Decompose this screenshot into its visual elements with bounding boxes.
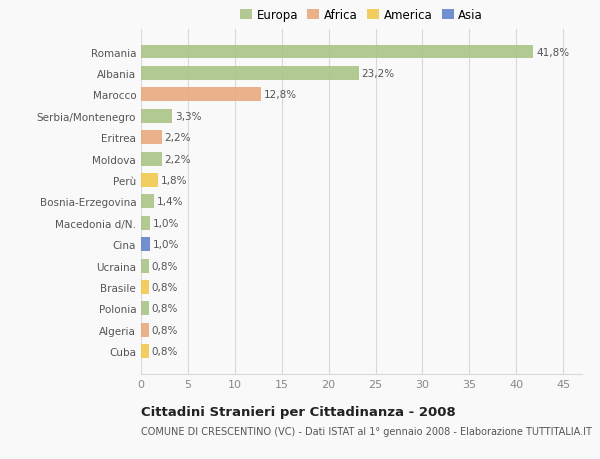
Bar [141, 323, 149, 337]
Text: 0,8%: 0,8% [151, 304, 178, 314]
Bar [141, 280, 149, 294]
Bar [141, 195, 154, 209]
Bar [141, 174, 158, 188]
Bar [141, 238, 151, 252]
Text: Cittadini Stranieri per Cittadinanza - 2008: Cittadini Stranieri per Cittadinanza - 2… [141, 405, 456, 419]
Bar [141, 345, 149, 358]
Bar [141, 152, 161, 166]
Legend: Europa, Africa, America, Asia: Europa, Africa, America, Asia [238, 6, 485, 24]
Bar [141, 88, 261, 102]
Bar [141, 110, 172, 123]
Text: 3,3%: 3,3% [175, 112, 201, 122]
Bar [141, 259, 149, 273]
Text: 1,4%: 1,4% [157, 197, 184, 207]
Bar [141, 45, 533, 59]
Bar [141, 131, 161, 145]
Text: 0,8%: 0,8% [151, 261, 178, 271]
Text: 0,8%: 0,8% [151, 347, 178, 357]
Text: 1,0%: 1,0% [153, 218, 179, 228]
Bar [141, 67, 359, 81]
Text: 2,2%: 2,2% [164, 154, 191, 164]
Text: 23,2%: 23,2% [361, 69, 395, 79]
Text: 0,8%: 0,8% [151, 325, 178, 335]
Text: 1,0%: 1,0% [153, 240, 179, 250]
Bar [141, 216, 151, 230]
Text: 1,8%: 1,8% [161, 176, 187, 185]
Text: 2,2%: 2,2% [164, 133, 191, 143]
Text: 0,8%: 0,8% [151, 282, 178, 292]
Text: 41,8%: 41,8% [536, 47, 569, 57]
Bar [141, 302, 149, 316]
Text: COMUNE DI CRESCENTINO (VC) - Dati ISTAT al 1° gennaio 2008 - Elaborazione TUTTIT: COMUNE DI CRESCENTINO (VC) - Dati ISTAT … [141, 426, 592, 436]
Text: 12,8%: 12,8% [264, 90, 297, 100]
